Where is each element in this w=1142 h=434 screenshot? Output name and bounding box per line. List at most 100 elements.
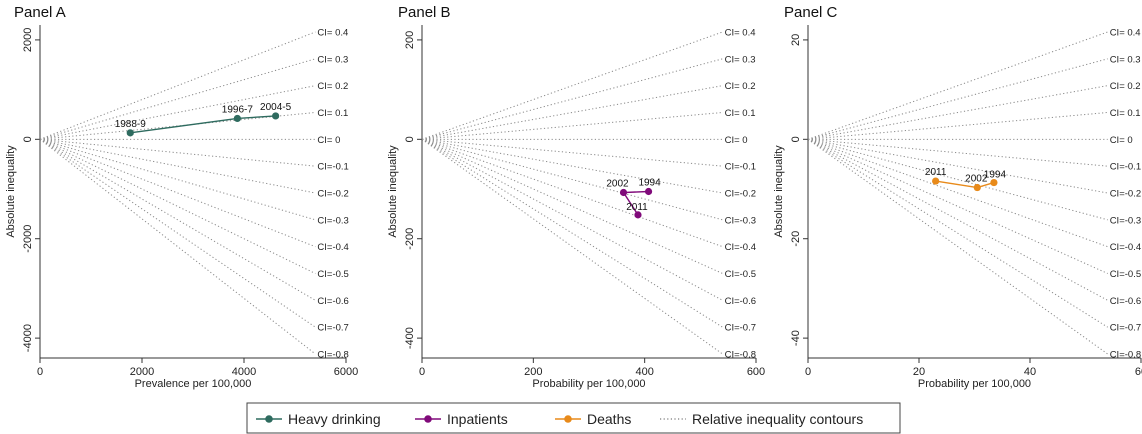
x-tick-label: 20 — [913, 366, 925, 378]
contour-label: CI=-0.5 — [725, 269, 756, 280]
contour-line — [39, 138, 316, 194]
contour-line — [39, 138, 316, 221]
contour-line — [807, 138, 1108, 167]
data-point — [973, 183, 981, 192]
contour-label: CI= 0.3 — [1110, 54, 1141, 65]
contour-line — [39, 138, 316, 274]
panel-b: Panel B0 200 400 600-400-2000200Probability… — [387, 4, 765, 390]
legend-label: Relative inequality contours — [692, 411, 863, 427]
y-tick-label: 20 — [790, 34, 802, 46]
contour-line — [39, 138, 316, 328]
legend-marker — [265, 415, 273, 423]
x-tick-label: 0 — [419, 366, 425, 378]
contour-line — [421, 85, 723, 140]
legend-label: Deaths — [587, 411, 631, 427]
y-tick-label: 0 — [790, 136, 802, 142]
contour-line — [807, 138, 1108, 194]
y-tick-label: 0 — [404, 136, 416, 142]
contour-line — [807, 138, 1108, 248]
contour-label: CI= 0.1 — [1110, 108, 1141, 119]
contour-line — [807, 138, 1108, 274]
y-tick-label: -4000 — [22, 324, 34, 352]
contour-label: CI=-0.3 — [1110, 215, 1141, 226]
y-axis-label: Absolute inequality — [5, 145, 17, 238]
x-tick-label: 6000 — [334, 366, 358, 378]
legend-item: Deaths — [555, 411, 631, 427]
y-tick-label: 200 — [404, 31, 416, 49]
contour-label: CI=-0.1 — [1110, 162, 1141, 173]
contour-label: CI=-0.8 — [317, 350, 348, 361]
contour-line — [421, 138, 723, 328]
contour-line — [421, 138, 723, 274]
data-label: 2002 — [965, 174, 988, 185]
contour-label: CI=-0.4 — [725, 242, 756, 253]
data-label: 2011 — [925, 167, 947, 178]
contour-label: CI=-0.4 — [1110, 242, 1141, 253]
x-axis-label: Prevalence per 100,000 — [135, 378, 252, 390]
contour-label: CI=-0.8 — [725, 350, 756, 361]
contour-label: CI= 0.1 — [317, 108, 348, 119]
legend-item: Relative inequality contours — [660, 411, 863, 427]
contour-label: CI=-0.2 — [725, 188, 756, 199]
contour-label: CI= 0.2 — [1110, 81, 1141, 92]
x-tick-label: 60 — [1135, 366, 1142, 378]
contour-label: CI=-0.7 — [1110, 323, 1141, 334]
contour-label: CI=-0.8 — [1110, 350, 1141, 361]
data-point — [990, 178, 998, 187]
legend-label: Inpatients — [447, 411, 508, 427]
data-point — [233, 114, 241, 123]
data-point — [644, 187, 653, 196]
y-tick-label: -200 — [404, 228, 416, 250]
x-axis-label: Probability per 100,000 — [532, 378, 645, 390]
contour-label: CI=-0.2 — [1110, 188, 1141, 199]
y-tick-label: 0 — [22, 136, 34, 142]
contour-line — [421, 138, 723, 301]
contour-line — [39, 31, 316, 140]
x-tick-label: 4000 — [232, 366, 256, 378]
data-point — [126, 129, 134, 137]
data-point — [619, 188, 628, 197]
panel-title: Panel B — [398, 4, 451, 21]
data-point — [634, 211, 642, 219]
contour-label: CI= 0 — [317, 135, 340, 146]
x-tick-label: 600 — [747, 366, 765, 378]
series-line — [130, 115, 276, 134]
contour-label: CI=-0.2 — [317, 188, 348, 199]
legend-marker — [564, 415, 572, 423]
x-tick-label: 40 — [1024, 366, 1036, 378]
contour-line — [807, 138, 1108, 221]
contour-line — [421, 111, 723, 140]
contour-label: CI= 0.3 — [725, 54, 756, 65]
data-label: 2002 — [606, 178, 629, 189]
panel-a: Panel A0 2000 4000 6000-4000-200002000Preva… — [5, 4, 358, 390]
contour-line — [39, 58, 316, 140]
x-tick-label: 2000 — [130, 366, 154, 378]
contour-label: CI=-0.1 — [317, 162, 348, 173]
legend-box — [246, 402, 901, 434]
data-label: 1994 — [984, 170, 1007, 181]
contour-line — [421, 58, 723, 140]
legend-marker — [424, 415, 432, 423]
contour-line — [807, 138, 1108, 328]
contour-line — [421, 138, 723, 167]
contour-line — [39, 138, 316, 248]
contour-label: CI=-0.7 — [725, 323, 756, 334]
y-tick-label: 2000 — [22, 28, 34, 52]
legend-item: Heavy drinking — [256, 411, 381, 427]
contour-label: CI=-0.6 — [1110, 296, 1141, 307]
contour-line — [807, 111, 1108, 140]
contour-label: CI= 0.1 — [725, 108, 756, 119]
x-tick-label: 400 — [635, 366, 653, 378]
contour-line — [421, 138, 723, 248]
contour-line — [421, 138, 723, 355]
contour-label: CI=-0.6 — [725, 296, 756, 307]
contour-label: CI= 0.4 — [317, 27, 348, 38]
panel-title: Panel A — [14, 4, 66, 21]
contour-label: CI=-0.3 — [317, 215, 348, 226]
legend-item: Inpatients — [415, 411, 508, 427]
contour-line — [39, 138, 316, 167]
contour-line — [39, 138, 316, 355]
contour-line — [807, 58, 1108, 140]
y-tick-label: -400 — [404, 327, 416, 349]
